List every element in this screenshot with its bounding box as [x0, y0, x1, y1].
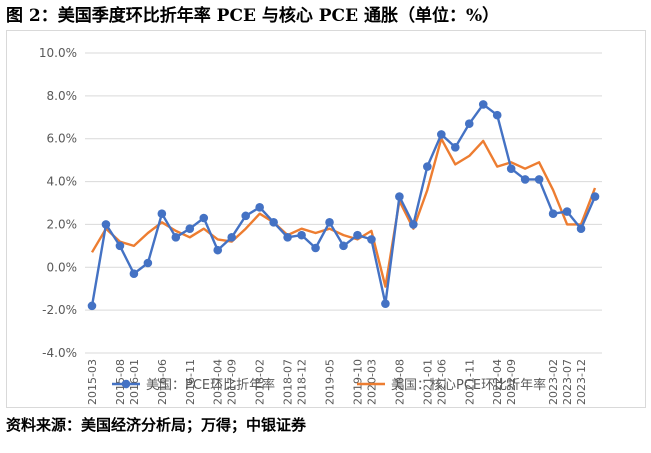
data-point-pce — [227, 232, 237, 242]
x-tick-label: 2019-10 — [351, 359, 364, 405]
legend-label: 美国：PCE环比折年率 — [146, 377, 275, 393]
x-tick-label: 2017-04 — [212, 359, 225, 405]
y-tick-label: 6.0% — [47, 132, 78, 146]
data-point-pce — [255, 202, 264, 212]
line-chart: -4.0% -2.0% 0.0% 2.0% 4.0% 6.0% 8.0% 10.0% 2015… — [39, 46, 602, 405]
y-tick-label: 10.0% — [39, 46, 77, 60]
x-tick-label: 2016-01 — [128, 359, 141, 405]
x-tick-label: 2021-11 — [463, 359, 476, 405]
source-note: 资料来源：美国经济分析局；万得；中银证券 — [6, 416, 307, 434]
data-point-pce — [437, 130, 446, 139]
y-tick-label: 2.0% — [47, 217, 78, 231]
gridlines — [85, 52, 602, 354]
data-point-pce — [450, 142, 460, 152]
data-point-pce — [464, 119, 474, 129]
data-point-pce — [492, 110, 502, 120]
data-point-pce — [297, 230, 306, 240]
data-point-pce — [576, 224, 586, 234]
y-tick-label: -2.0% — [42, 303, 77, 317]
data-point-pce — [185, 224, 195, 234]
data-point-pce — [241, 211, 250, 221]
y-tick-label: -4.0% — [42, 346, 77, 360]
x-tick-label: 2023-02 — [547, 359, 560, 405]
x-tick-label: 2022-09 — [505, 359, 518, 405]
series-line-pce — [90, 103, 597, 307]
x-tick-label: 2021-06 — [435, 359, 448, 405]
data-point-pce — [534, 175, 544, 184]
series-line-core-pce — [90, 137, 597, 288]
data-point-pce — [199, 213, 209, 223]
x-tick-label: 2023-07 — [561, 359, 574, 405]
x-tick-label: 2016-06 — [156, 359, 169, 405]
data-point-pce — [311, 243, 320, 253]
data-point-pce — [562, 207, 572, 216]
x-tick-label: 2015-08 — [114, 359, 127, 405]
x-tick-label: 2018-12 — [296, 359, 309, 405]
data-point-pce — [478, 100, 488, 109]
x-tick-label: 2015-03 — [86, 359, 99, 405]
x-tick-label: 2016-11 — [184, 359, 197, 405]
data-point-pce — [590, 192, 600, 201]
data-point-pce — [506, 164, 516, 174]
data-point-pce — [101, 220, 111, 229]
x-tick-label: 2017-09 — [226, 359, 239, 405]
series-lines — [87, 100, 600, 311]
x-tick-label: 2021-01 — [421, 359, 434, 405]
x-tick-label: 2020-03 — [365, 359, 378, 405]
data-point-pce — [353, 230, 362, 240]
data-point-pce — [269, 217, 278, 227]
x-tick-label: 2018-02 — [254, 359, 267, 405]
data-point-pce — [129, 269, 139, 279]
data-point-pce — [381, 299, 390, 309]
x-tick-label: 2020-08 — [393, 359, 406, 405]
y-tick-label: 4.0% — [47, 175, 78, 189]
legend-label: 美国：核心PCE环比折年率 — [391, 377, 546, 393]
y-tick-label: 0.0% — [47, 260, 78, 274]
data-point-pce — [171, 232, 181, 242]
x-tick-label: 2019-05 — [324, 359, 337, 405]
data-point-pce — [548, 209, 558, 219]
data-point-pce — [115, 241, 125, 251]
x-tick-label: 2022-04 — [491, 359, 504, 405]
chart-frame: -4.0% -2.0% 0.0% 2.0% 4.0% 6.0% 8.0% 10.0% 2015… — [6, 30, 646, 408]
data-point-pce — [339, 241, 348, 251]
data-point-pce — [87, 301, 97, 311]
legend: 美国：PCE环比折年率 美国：核心PCE环比折年率 — [112, 377, 546, 393]
data-point-pce — [367, 235, 376, 244]
figure-title: 图 2：美国季度环比折年率 PCE 与核心 PCE 通胀（单位：%） — [6, 6, 500, 26]
data-point-pce — [143, 258, 153, 268]
data-point-pce — [409, 220, 418, 229]
legend-swatch-marker — [121, 379, 131, 389]
x-tick-label: 2018-07 — [282, 359, 295, 405]
x-axis-tick-labels: 2015-03 2015-08 2016-01 2016-06 2016-11 2017-… — [86, 359, 588, 405]
data-point-pce — [423, 162, 432, 171]
data-point-pce — [520, 175, 530, 184]
x-tick-label: 2023-12 — [575, 359, 588, 405]
y-tick-label: 8.0% — [47, 89, 78, 103]
data-point-pce — [157, 209, 167, 219]
y-axis-tick-labels: -4.0% -2.0% 0.0% 2.0% 4.0% 6.0% 8.0% 10.0% — [39, 46, 77, 360]
data-point-pce — [395, 192, 404, 201]
data-point-pce — [325, 217, 334, 227]
data-point-pce — [283, 232, 292, 242]
data-point-pce — [213, 245, 223, 255]
